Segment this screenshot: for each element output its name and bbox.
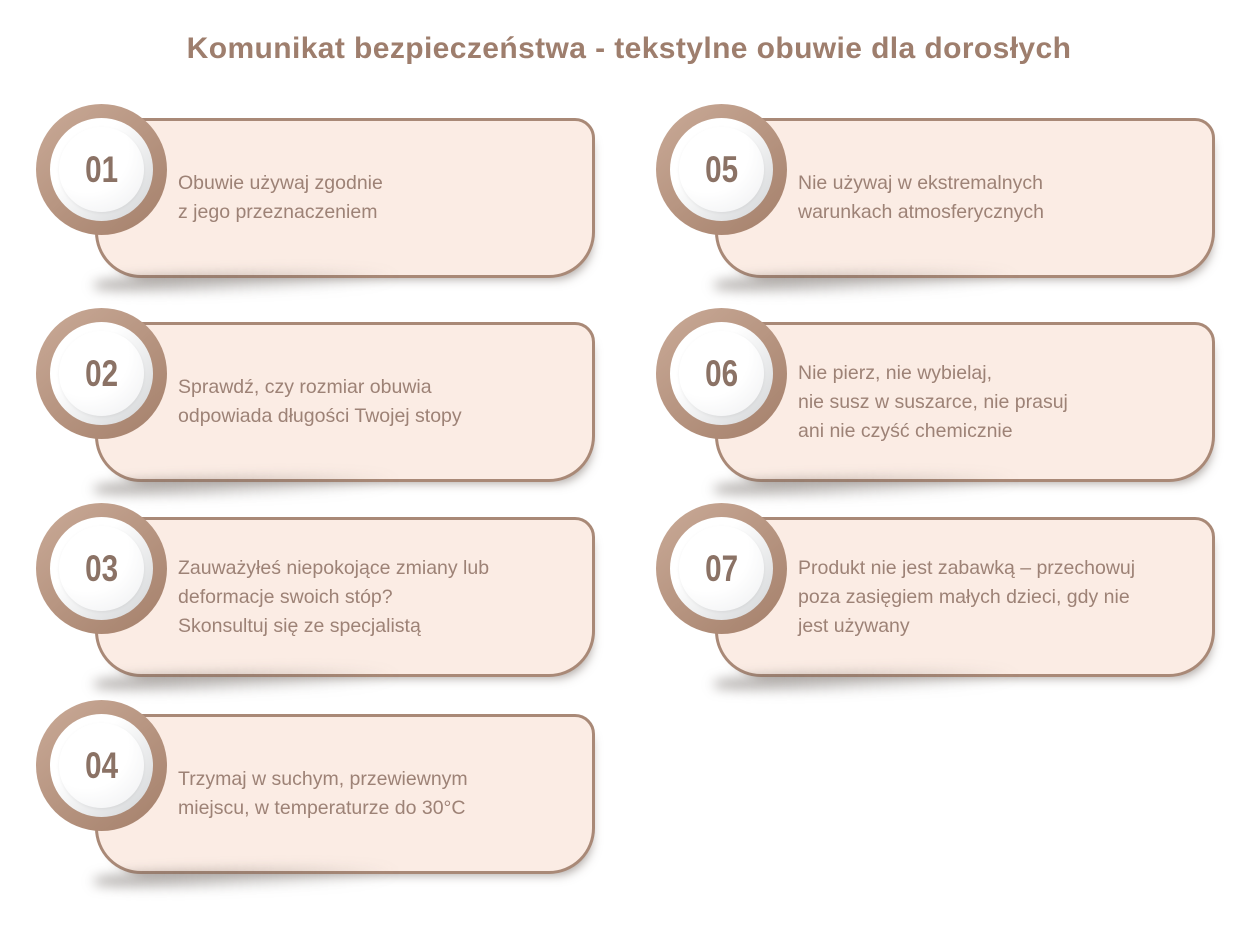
page-title: Komunikat bezpieczeństwa - tekstylne obu… bbox=[186, 32, 1072, 65]
safety-item-02: Sprawdź, czy rozmiar obuwia odpowiada dł… bbox=[36, 308, 601, 488]
safety-card: Nie używaj w ekstremalnych warunkach atm… bbox=[715, 118, 1215, 278]
badge-ring: 01 bbox=[50, 118, 153, 221]
number-badge: 05 bbox=[656, 104, 787, 235]
badge-ring: 03 bbox=[50, 517, 153, 620]
safety-card: Sprawdź, czy rozmiar obuwia odpowiada dł… bbox=[95, 322, 595, 482]
badge-number: 02 bbox=[85, 352, 118, 394]
badge-ring: 05 bbox=[670, 118, 773, 221]
badge-core: 03 bbox=[59, 526, 144, 611]
safety-item-05: Nie używaj w ekstremalnych warunkach atm… bbox=[656, 104, 1221, 284]
number-badge: 07 bbox=[656, 503, 787, 634]
number-badge: 06 bbox=[656, 308, 787, 439]
safety-text: Sprawdź, czy rozmiar obuwia odpowiada dł… bbox=[178, 376, 462, 427]
badge-ring: 06 bbox=[670, 322, 773, 425]
safety-item-03: Zauważyłeś niepokojące zmiany lub deform… bbox=[36, 503, 601, 683]
number-badge: 03 bbox=[36, 503, 167, 634]
badge-number: 06 bbox=[705, 352, 738, 394]
safety-card: Produkt nie jest zabawką – przechowuj po… bbox=[715, 517, 1215, 677]
number-badge: 02 bbox=[36, 308, 167, 439]
badge-number: 04 bbox=[85, 744, 118, 786]
safety-item-07: Produkt nie jest zabawką – przechowuj po… bbox=[656, 503, 1221, 683]
safety-text: Nie pierz, nie wybielaj, nie susz w susz… bbox=[798, 361, 1068, 442]
safety-card: Zauważyłeś niepokojące zmiany lub deform… bbox=[95, 517, 595, 677]
safety-item-06: Nie pierz, nie wybielaj, nie susz w susz… bbox=[656, 308, 1221, 488]
safety-text: Zauważyłeś niepokojące zmiany lub deform… bbox=[178, 556, 490, 637]
badge-core: 01 bbox=[59, 127, 144, 212]
badge-core: 02 bbox=[59, 331, 144, 416]
badge-core: 04 bbox=[59, 723, 144, 808]
safety-card: Trzymaj w suchym, przewiewnym miejscu, w… bbox=[95, 714, 595, 874]
safety-text: Produkt nie jest zabawką – przechowuj po… bbox=[798, 556, 1136, 637]
badge-number: 07 bbox=[705, 547, 738, 589]
badge-number: 03 bbox=[85, 547, 118, 589]
number-badge: 04 bbox=[36, 700, 167, 831]
safety-text: Obuwie używaj zgodnie z jego przeznaczen… bbox=[178, 172, 383, 223]
safety-card: Nie pierz, nie wybielaj, nie susz w susz… bbox=[715, 322, 1215, 482]
badge-core: 07 bbox=[679, 526, 764, 611]
badge-ring: 02 bbox=[50, 322, 153, 425]
badge-number: 01 bbox=[85, 148, 118, 190]
number-badge: 01 bbox=[36, 104, 167, 235]
safety-text: Nie używaj w ekstremalnych warunkach atm… bbox=[798, 172, 1045, 223]
safety-text: Trzymaj w suchym, przewiewnym miejscu, w… bbox=[178, 768, 468, 819]
badge-ring: 04 bbox=[50, 714, 153, 817]
safety-item-01: Obuwie używaj zgodnie z jego przeznaczen… bbox=[36, 104, 601, 284]
badge-number: 05 bbox=[705, 148, 738, 190]
badge-core: 06 bbox=[679, 331, 764, 416]
badge-core: 05 bbox=[679, 127, 764, 212]
safety-item-04: Trzymaj w suchym, przewiewnym miejscu, w… bbox=[36, 700, 601, 880]
badge-ring: 07 bbox=[670, 517, 773, 620]
safety-card: Obuwie używaj zgodnie z jego przeznaczen… bbox=[95, 118, 595, 278]
